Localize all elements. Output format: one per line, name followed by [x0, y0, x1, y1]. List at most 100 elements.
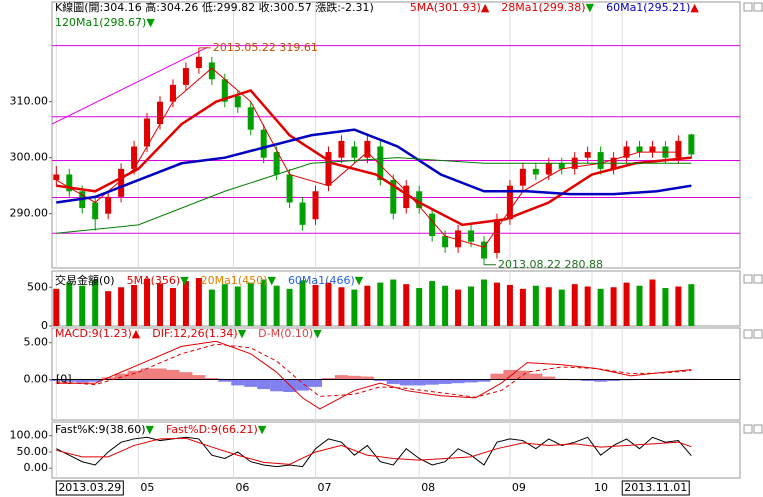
macd-histogram-bar [321, 378, 335, 380]
y-tick-label: 300.00 [10, 151, 49, 164]
volume-bar [66, 282, 73, 326]
candle-body [118, 168, 125, 197]
macd-histogram-bar [127, 370, 141, 380]
legend-label: Fast%K:9(38.60) [55, 423, 146, 436]
candle-body [519, 168, 526, 186]
candle-body [299, 202, 306, 225]
candle-body [208, 62, 215, 80]
icon[interactable] [753, 329, 763, 339]
volume-bar [584, 286, 591, 326]
x-tick-label: 2013.11.01 [624, 481, 687, 494]
macd-histogram-bar [140, 368, 154, 380]
icon[interactable] [743, 424, 753, 434]
candle-body [53, 174, 60, 181]
y-tick-label: 5.00 [24, 336, 49, 349]
volume-bar [273, 285, 280, 326]
volume-bar [312, 284, 319, 326]
x-tick-label: 06 [235, 481, 249, 494]
icon[interactable] [743, 274, 753, 284]
x-label-box [621, 480, 690, 496]
x-tick-label: 2013.03.29 [58, 481, 121, 494]
volume-bar [571, 284, 578, 326]
volume-bar [131, 284, 138, 326]
candle-body [312, 191, 319, 220]
legend-label: 5MA(356) [127, 274, 181, 287]
legend-label: 5MA(301.93) [410, 1, 481, 14]
volume-bar [416, 288, 423, 326]
trend-line [51, 46, 208, 125]
candle-body [442, 236, 449, 248]
candle-body [92, 202, 99, 220]
macd-histogram-bar [581, 379, 595, 381]
y-tick-label: 0 [41, 319, 48, 332]
candle-body [351, 146, 358, 158]
icon[interactable] [743, 329, 753, 339]
candle-body [234, 96, 241, 108]
candle-body [131, 146, 138, 169]
legend-arrow: ▲ [690, 1, 699, 14]
volume-bar [221, 284, 228, 326]
candle-body [545, 163, 552, 175]
volume-bar [53, 288, 60, 326]
macd-histogram-bar [270, 379, 284, 392]
line [56, 157, 692, 234]
candle-body [221, 79, 228, 102]
macd-histogram-bar [62, 379, 76, 382]
candle-body [364, 140, 371, 158]
y-tick-label: 500 [27, 280, 48, 293]
candle-body [416, 191, 423, 209]
macd-histogram-bar [309, 379, 323, 387]
icon[interactable] [753, 424, 763, 434]
macd-histogram-bar [166, 369, 180, 380]
candle-body [390, 180, 397, 214]
macd-histogram-bar [360, 376, 374, 380]
macd-histogram-bar [412, 379, 426, 386]
candle-body [636, 146, 643, 153]
line [56, 343, 692, 398]
volume-bar [105, 291, 112, 326]
macd-histogram-bar [529, 373, 543, 380]
legend-arrow: ▼ [180, 274, 189, 287]
volume-bar [390, 279, 397, 326]
candle-body [403, 185, 410, 209]
line [56, 436, 692, 468]
volume-bar [675, 286, 682, 326]
macd-histogram-bar [477, 379, 491, 382]
candle-body [273, 152, 280, 175]
icon[interactable] [753, 274, 763, 284]
icon[interactable] [753, 2, 763, 12]
legend-arrow: ▼ [355, 274, 364, 287]
volume-bar [455, 289, 462, 326]
volume-bar [260, 279, 267, 326]
macd-histogram-bar [192, 375, 206, 380]
volume-bar [118, 287, 125, 326]
volume-bar [610, 287, 617, 326]
legend-label: 28Ma1(299.38) [501, 1, 585, 14]
volume-bar [351, 289, 358, 326]
macd-histogram-bar [464, 379, 478, 383]
panel-frame [51, 421, 741, 479]
legend-label: 交易金額(0) [55, 273, 115, 287]
candle-body [623, 146, 630, 158]
x-tick-label: 05 [140, 481, 154, 494]
legend-label: MACD:9(1.23) [55, 327, 132, 340]
volume-bar [377, 282, 384, 326]
volume-bar [493, 282, 500, 326]
volume-bar [506, 284, 513, 326]
volume-bar [636, 285, 643, 326]
volume-bar [234, 286, 241, 326]
candle-body [105, 196, 112, 214]
icon[interactable] [743, 2, 753, 12]
legend-arrow: ▼ [267, 274, 276, 287]
candle-body [377, 146, 384, 181]
volume-bar [79, 285, 86, 326]
volume-bar [286, 288, 293, 326]
macd-histogram-bar [503, 369, 517, 380]
x-tick-label: 10 [594, 481, 608, 494]
legend-label: Fast%D:9(66.21) [166, 423, 258, 436]
volume-bar [623, 282, 630, 326]
line [56, 340, 692, 410]
macd-histogram-bar [153, 368, 167, 380]
candle-body [157, 101, 163, 125]
